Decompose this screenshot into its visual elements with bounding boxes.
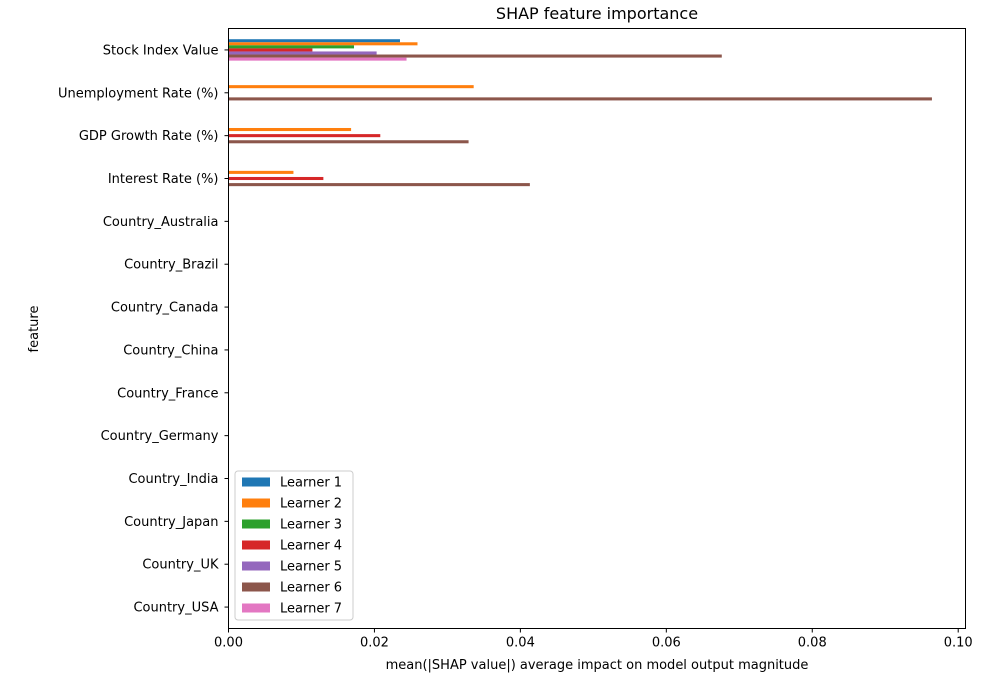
bar-learner-3-0	[228, 45, 355, 49]
legend-swatch-learner-7	[242, 603, 270, 613]
x-axis: 0.00 0.02 0.04 0.06 0.08 0.10	[214, 628, 973, 651]
y-tick-label: Unemployment Rate (%)	[58, 86, 219, 101]
bar-group	[228, 39, 932, 187]
legend-swatch-learner-6	[242, 582, 270, 592]
x-tick-label: 0.04	[506, 636, 535, 651]
y-tick-label: Interest Rate (%)	[108, 172, 219, 187]
y-tick-label: GDP Growth Rate (%)	[79, 129, 219, 144]
bar-learner-2-0	[228, 42, 418, 46]
y-tick-label: Country_UK	[142, 558, 219, 573]
legend-label: Learner 5	[280, 560, 342, 575]
legend-label: Learner 7	[280, 602, 342, 617]
legend-swatch-learner-2	[242, 498, 270, 508]
y-tick-label: Country_India	[128, 472, 218, 487]
legend-swatch-learner-5	[242, 561, 270, 571]
y-tick-label: Country_Australia	[103, 215, 219, 230]
legend-label: Learner 3	[280, 518, 342, 533]
bar-learner-4-0	[228, 48, 313, 52]
y-tick-label: Country_France	[117, 386, 218, 401]
legend-label: Learner 2	[280, 497, 342, 512]
bar-learner-6-3	[228, 183, 530, 187]
bar-learner-1-0	[228, 39, 400, 43]
y-tick-label: Country_USA	[133, 601, 218, 616]
bar-learner-5-0	[228, 51, 377, 55]
x-tick-label: 0.06	[652, 636, 681, 651]
bar-learner-6-1	[228, 97, 932, 101]
bar-learner-4-2	[228, 134, 381, 138]
plot-frame	[228, 28, 966, 629]
bar-learner-6-0	[228, 54, 722, 58]
legend-swatch-learner-3	[242, 519, 270, 529]
bar-learner-2-2	[228, 127, 352, 132]
legend-label: Learner 4	[280, 539, 342, 554]
bar-learner-7-0	[228, 57, 407, 61]
legend-label: Learner 1	[280, 476, 342, 491]
chart-title: SHAP feature importance	[496, 4, 698, 23]
legend: Learner 1 Learner 2 Learner 3 Learner 4 Lear…	[234, 470, 354, 621]
y-tick-label: Stock Index Value	[103, 43, 219, 58]
bar-learner-2-3	[228, 170, 294, 174]
bar-learner-2-1	[228, 85, 474, 89]
y-tick-label: Country_Germany	[101, 429, 219, 444]
y-axis: Stock Index Value Unemployment Rate (%) GD…	[58, 43, 229, 616]
legend-swatch-learner-4	[242, 540, 270, 550]
y-tick-label: Country_Brazil	[124, 258, 218, 273]
y-axis-label: feature	[27, 306, 42, 353]
x-axis-label: mean(|SHAP value|) average impact on mod…	[386, 658, 809, 673]
x-tick-label: 0.10	[944, 636, 973, 651]
y-tick-label: Country_Japan	[124, 515, 218, 530]
y-tick-label: Country_China	[123, 343, 218, 358]
x-tick-label: 0.08	[798, 636, 827, 651]
bar-learner-4-3	[228, 176, 324, 181]
bar-learner-6-2	[228, 140, 469, 144]
y-tick-label: Country_Canada	[111, 301, 219, 316]
x-tick-label: 0.00	[214, 636, 243, 651]
legend-swatch-learner-1	[242, 477, 270, 487]
legend-label: Learner 6	[280, 581, 342, 596]
x-tick-label: 0.02	[360, 636, 389, 651]
